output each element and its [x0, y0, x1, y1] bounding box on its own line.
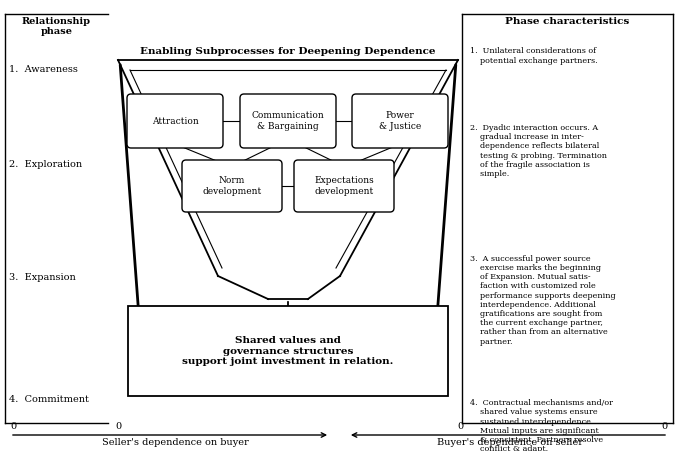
Text: 3.  A successful power source
    exercise marks the beginning
    of Expansion.: 3. A successful power source exercise ma… — [470, 255, 616, 345]
Text: 1.  Unilateral considerations of
    potential exchange partners.: 1. Unilateral considerations of potentia… — [470, 47, 597, 64]
Text: 2.  Exploration: 2. Exploration — [9, 160, 82, 169]
Text: Norm
development: Norm development — [202, 176, 262, 196]
Text: 0: 0 — [115, 422, 121, 431]
Text: 3.  Expansion: 3. Expansion — [9, 273, 76, 282]
Text: 0: 0 — [662, 422, 668, 431]
FancyBboxPatch shape — [127, 94, 223, 148]
Text: Expectations
development: Expectations development — [314, 176, 374, 196]
FancyBboxPatch shape — [182, 160, 282, 212]
Text: 4.  Commitment: 4. Commitment — [9, 395, 89, 404]
Text: Buyer's dependence on seller: Buyer's dependence on seller — [437, 438, 583, 447]
Text: Enabling Subprocesses for Deepening Dependence: Enabling Subprocesses for Deepening Depe… — [140, 47, 436, 56]
Text: 0: 0 — [10, 422, 16, 431]
Text: 0: 0 — [457, 422, 463, 431]
Text: Communication
& Bargaining: Communication & Bargaining — [252, 111, 324, 131]
Text: Attraction: Attraction — [152, 116, 199, 125]
Text: 1.  Awareness: 1. Awareness — [9, 65, 78, 74]
FancyBboxPatch shape — [240, 94, 336, 148]
FancyBboxPatch shape — [352, 94, 448, 148]
Text: 4.  Contractual mechanisms and/or
    shared value systems ensure
    sustained : 4. Contractual mechanisms and/or shared … — [470, 399, 613, 451]
FancyBboxPatch shape — [294, 160, 394, 212]
Text: 2.  Dyadic interaction occurs. A
    gradual increase in inter-
    dependence r: 2. Dyadic interaction occurs. A gradual … — [470, 124, 607, 178]
Bar — [128, 306, 448, 396]
Text: Seller's dependence on buyer: Seller's dependence on buyer — [102, 438, 248, 447]
Text: Relationship
phase: Relationship phase — [22, 17, 91, 37]
Text: Phase characteristics: Phase characteristics — [505, 17, 630, 26]
Text: Shared values and
governance structures
support joint investment in relation.: Shared values and governance structures … — [182, 336, 394, 366]
Text: Power
& Justice: Power & Justice — [379, 111, 421, 131]
